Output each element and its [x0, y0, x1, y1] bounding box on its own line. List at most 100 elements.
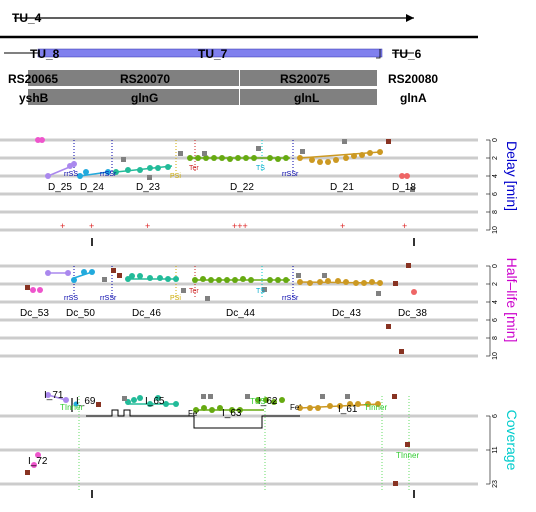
segment-i61: I_61: [338, 404, 358, 415]
data-point: [337, 403, 343, 409]
data-point: [297, 405, 303, 411]
data-point: [201, 405, 207, 411]
outlier-square: [410, 187, 415, 192]
tag-psi: PSi: [170, 295, 181, 302]
coverage-tick-11: 11: [492, 446, 499, 453]
coverage-step-line: [86, 409, 300, 429]
outlier-square: [386, 324, 391, 329]
data-point: [377, 280, 383, 286]
data-point: [237, 407, 243, 413]
data-point: [251, 155, 257, 161]
outlier-square: [405, 442, 410, 447]
segment-i72: I_72: [28, 456, 48, 467]
data-point: [193, 407, 199, 413]
data-point: [113, 169, 119, 175]
arrow-right-icon: [406, 14, 414, 22]
segment-dc44: Dc_44: [226, 308, 255, 319]
plus-mark: +: [60, 221, 65, 231]
delay-panel: 0 2 4 6 8 10 Delay [min]: [0, 137, 520, 246]
data-point: [81, 269, 87, 275]
data-point: [165, 164, 171, 170]
gene-name-yshb: yshB: [19, 91, 49, 105]
coverage-tick-6: 6: [492, 414, 499, 418]
data-point: [307, 405, 313, 411]
data-point: [216, 277, 222, 283]
outlier-square: [262, 287, 267, 292]
data-point: [30, 287, 36, 293]
tag-nssr: rrSSr: [100, 295, 117, 302]
tag-ter: Ter: [189, 288, 199, 295]
data-point: [147, 165, 153, 171]
data-point: [211, 155, 217, 161]
outlier-square: [393, 281, 398, 286]
data-point: [147, 275, 153, 281]
data-point: [224, 277, 230, 283]
data-point: [343, 279, 349, 285]
data-point: [411, 289, 417, 295]
data-point: [163, 401, 169, 407]
data-point: [355, 401, 361, 407]
tag-tinner: TInner: [60, 403, 83, 412]
tag-nssr2: rrSSr: [282, 171, 299, 178]
outlier-square: [96, 402, 101, 407]
data-point: [65, 270, 71, 276]
segment-d21: D_21: [330, 182, 354, 193]
data-point: [365, 401, 371, 407]
coverage-panel: 6 11 23 Coverage: [0, 390, 520, 498]
data-point: [327, 403, 333, 409]
data-point: [155, 165, 161, 171]
data-point: [255, 397, 261, 403]
data-point: [105, 169, 111, 175]
data-point: [45, 173, 51, 179]
data-point: [399, 173, 405, 179]
data-point: [173, 276, 179, 282]
halflife-tick-4: 4: [492, 300, 499, 304]
data-point: [209, 407, 215, 413]
data-point: [267, 155, 273, 161]
data-point: [229, 407, 235, 413]
outlier-square: [296, 273, 301, 278]
segment-d22: D_22: [230, 182, 254, 193]
delay-tick-0: 0: [492, 138, 499, 142]
segment-i71: I_71: [44, 390, 64, 401]
segment-i62: I_62: [258, 396, 278, 407]
data-point: [232, 277, 238, 283]
data-point: [325, 159, 331, 165]
data-point: [271, 399, 277, 405]
data-point: [45, 270, 51, 276]
data-point: [279, 397, 285, 403]
outlier-square: [178, 151, 183, 156]
delay-tick-10: 10: [492, 226, 499, 234]
halflife-panel: 0 2 4 6 8 10 Half–life [min]: [0, 258, 520, 360]
data-point: [73, 401, 79, 407]
plus-mark: +++: [232, 221, 248, 231]
data-point: [208, 277, 214, 283]
data-point: [235, 155, 241, 161]
tag-ts: TS: [256, 288, 265, 295]
outlier-square: [25, 470, 30, 475]
data-point: [347, 401, 353, 407]
data-point: [377, 149, 383, 155]
tag-nssr: rrSSr: [100, 171, 117, 178]
outlier-square: [345, 394, 350, 399]
data-point: [89, 269, 95, 275]
data-point: [367, 150, 373, 156]
data-point: [219, 155, 225, 161]
data-point: [63, 397, 69, 403]
data-point: [165, 276, 171, 282]
data-point: [283, 155, 289, 161]
tag-ter: Ter: [189, 165, 199, 172]
data-point: [309, 157, 315, 163]
data-point: [275, 156, 281, 162]
data-point: [325, 278, 331, 284]
tag-nss: rrSS: [64, 171, 78, 178]
tag-ts: TS: [256, 165, 265, 172]
data-point: [227, 156, 233, 162]
data-point: [125, 167, 131, 173]
gene-id-rs20065: RS20065: [8, 72, 58, 86]
data-point: [129, 273, 135, 279]
outlier-square: [245, 394, 250, 399]
gene-id-rs20080: RS20080: [388, 72, 438, 86]
data-point: [361, 280, 367, 286]
tag-tss: TSS: [250, 397, 266, 406]
